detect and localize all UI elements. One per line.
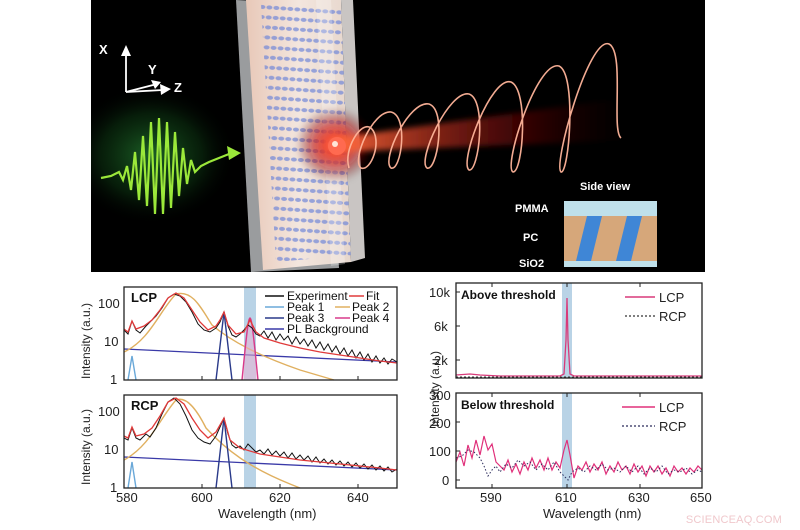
legend-fit: Fit (366, 289, 380, 303)
xtick-620: 620 (269, 490, 291, 505)
above-legend-rcp: RCP (659, 309, 687, 324)
xtick-590: 590 (480, 490, 502, 505)
lcp-legend-swatches (265, 295, 364, 330)
highlight-band (562, 283, 572, 378)
below-threshold-plot-area (455, 392, 703, 489)
lcp-ytick-100: 100 (98, 296, 120, 311)
above-ytick-2k: 2k (434, 353, 448, 368)
below-threshold-title: Below threshold (461, 398, 555, 412)
below-ytick-300: 300 (429, 388, 451, 403)
lcp-ytick-1: 1 (110, 372, 118, 387)
pump-arrow-head (227, 146, 241, 160)
xtick-650: 650 (690, 490, 712, 505)
layer-label-pc: PC (523, 232, 539, 244)
legend-pl-background: PL Background (287, 322, 369, 336)
emission-beam (335, 100, 631, 152)
lcp-ytick-10: 10 (104, 334, 119, 349)
layer-label-pmma: PMMA (515, 203, 549, 215)
side-view-inset (564, 201, 657, 267)
xtick-600: 600 (191, 490, 213, 505)
below-ytick-0: 0 (442, 473, 450, 488)
hero-artwork (91, 0, 657, 272)
coordinate-axes (121, 45, 171, 95)
pump-glow (91, 85, 236, 225)
rcp-panel-title: RCP (131, 398, 159, 413)
lcp-panel-title: LCP (131, 290, 157, 305)
layer-label-sio2: SiO2 (519, 258, 545, 270)
legend-peak2: Peak 2 (352, 300, 390, 314)
above-legend-lcp: LCP (659, 290, 685, 305)
xtick-610: 610 (555, 490, 577, 505)
pump-wave-packet (100, 117, 230, 215)
xtick-580: 580 (116, 490, 138, 505)
right-xlabel: Wavelength (nm) (543, 506, 642, 521)
rcp-ylabel: Intensity (a.u.) (79, 408, 93, 486)
lcp-ylabel: Intensity (a.u.) (79, 302, 93, 380)
circular-polarization-helix (347, 43, 622, 173)
legend-peak1: Peak 1 (287, 300, 325, 314)
xtick-630: 630 (628, 490, 650, 505)
watermark: SCIENCEAQ.COM (685, 514, 782, 526)
legend-experiment: Experiment (287, 289, 348, 303)
y-axis-label: Y (148, 62, 157, 77)
xtick-640: 640 (347, 490, 369, 505)
above-ytick-6k: 6k (434, 319, 448, 334)
rcp-ytick-100: 100 (98, 404, 120, 419)
highlight-band (244, 395, 256, 488)
above-threshold-title: Above threshold (461, 288, 556, 302)
rcp-ytick-1: 1 (110, 480, 118, 495)
hero-illustration: X Y Z Side view PMMA PC SiO2 (91, 0, 705, 272)
z-axis-label: Z (174, 80, 182, 95)
above-ytick-10k: 10k (429, 285, 450, 300)
rcp-plot-area (123, 376, 398, 489)
lcp-plot-area (123, 286, 398, 381)
legend-peak4: Peak 4 (352, 311, 390, 325)
inset-title: Side view (580, 181, 631, 193)
below-legend-lcp: LCP (659, 400, 685, 415)
below-ytick-100: 100 (429, 444, 451, 459)
right-ylabel: Intensity (a.u.) (428, 350, 442, 428)
above-threshold-plot-area (455, 282, 703, 379)
below-ytick-200: 200 (429, 416, 451, 431)
emission-highlight (332, 141, 338, 147)
below-legend-rcp: RCP (659, 419, 687, 434)
x-axis-label: X (99, 42, 108, 57)
left-xlabel: Wavelength (nm) (218, 506, 317, 521)
rcp-ytick-10: 10 (104, 442, 119, 457)
legend-peak3: Peak 3 (287, 311, 325, 325)
